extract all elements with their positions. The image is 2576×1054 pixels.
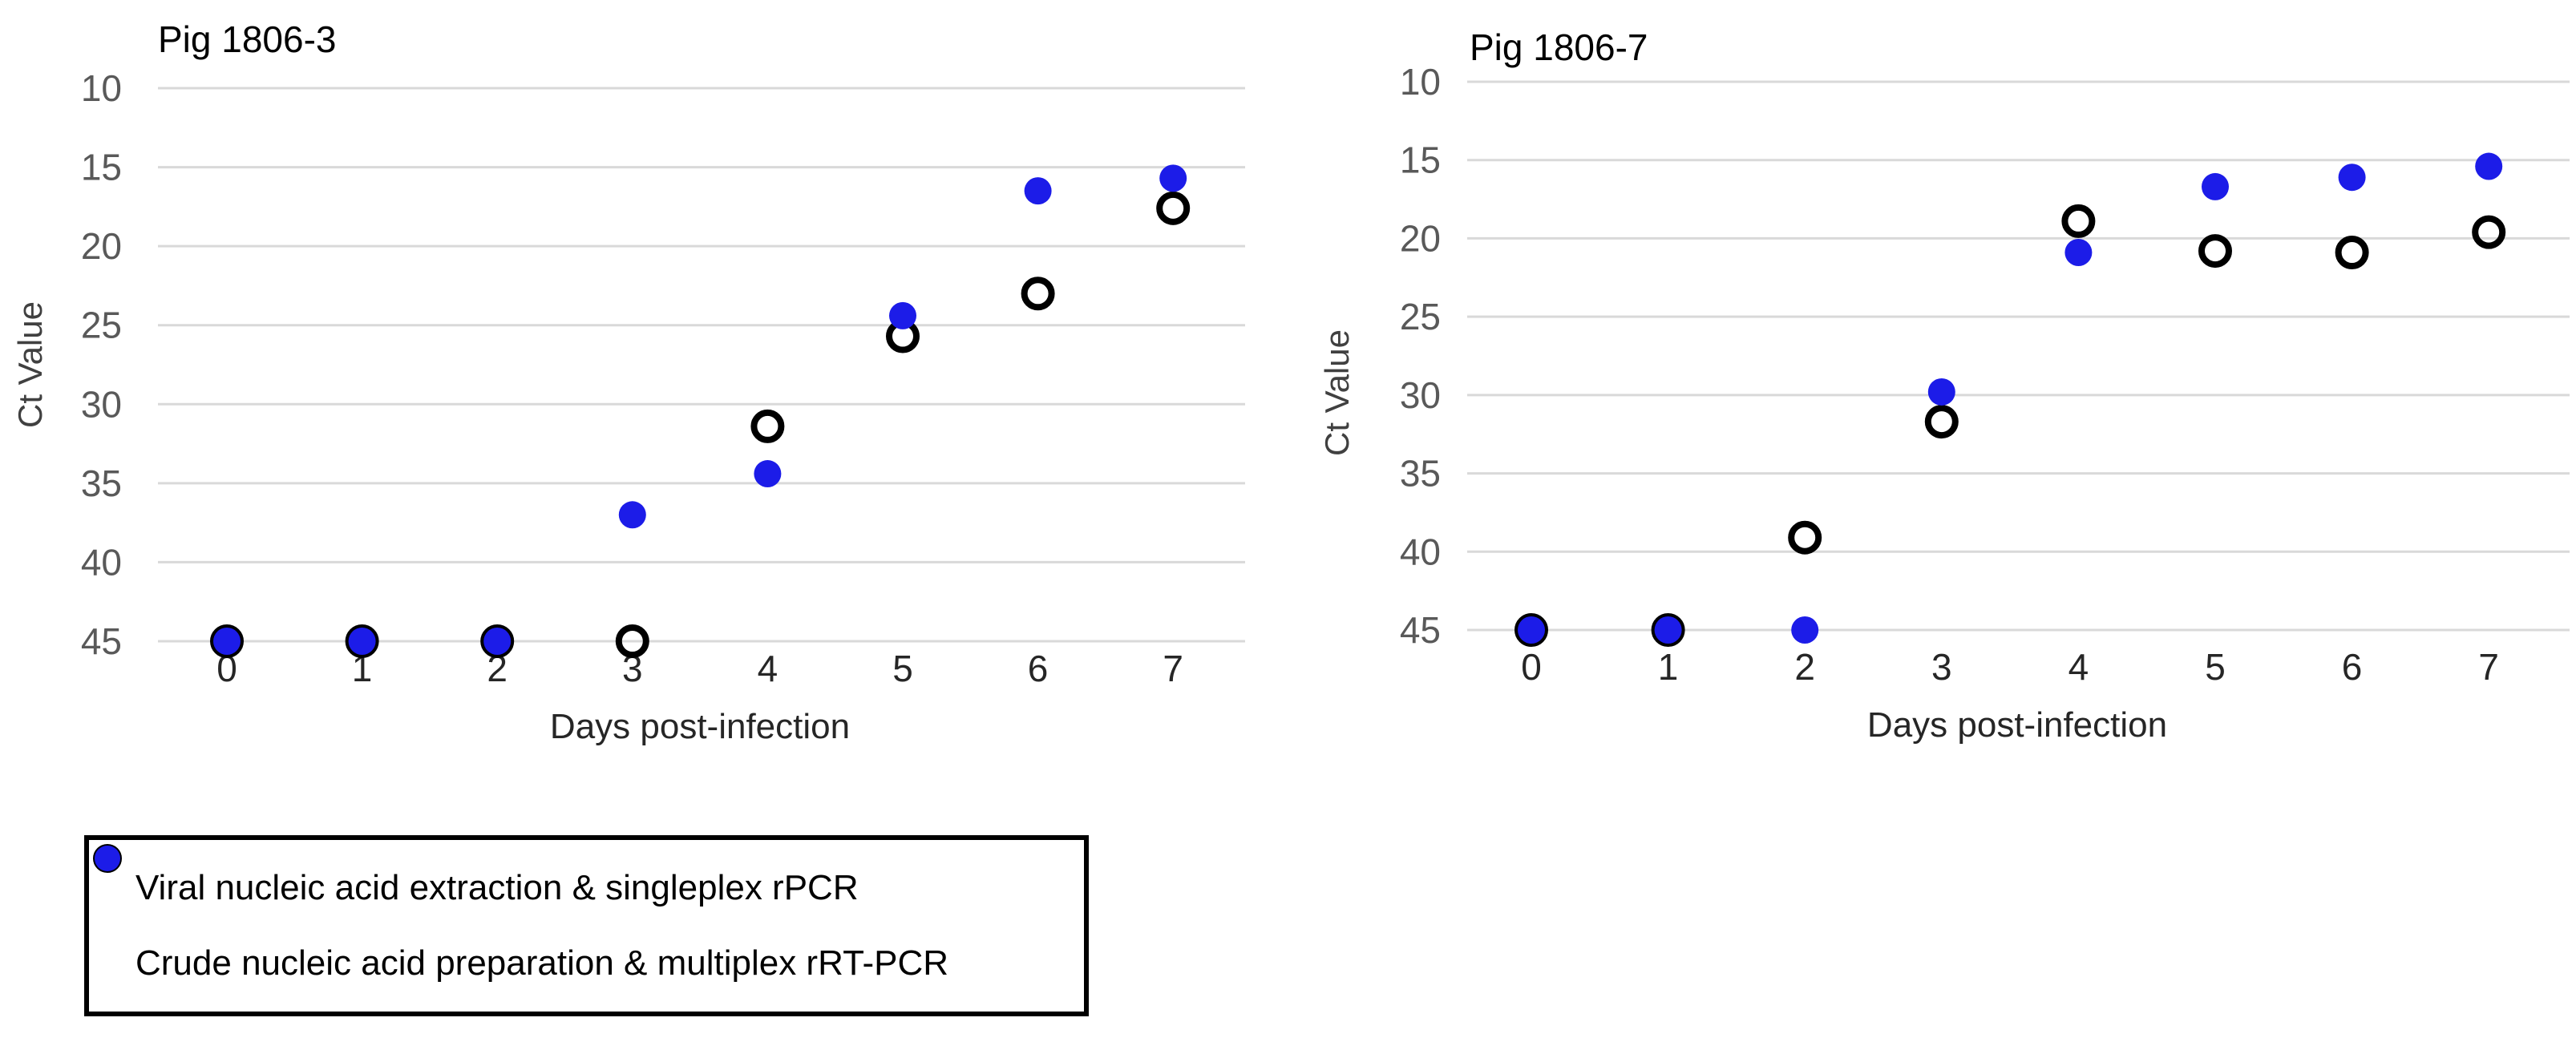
y-tick-label-25: 25: [81, 305, 122, 346]
x-tick-label-5: 5: [892, 648, 913, 689]
data-point-blue-day6: [2338, 164, 2366, 192]
y-tick-label-40: 40: [1400, 531, 1441, 572]
data-point-blue-day6: [1024, 177, 1052, 205]
y-tick-label-15: 15: [1400, 139, 1441, 181]
data-point-blue-day3: [618, 501, 646, 529]
x-tick-label-1: 1: [1658, 646, 1679, 688]
x-tick-label-6: 6: [2342, 646, 2363, 688]
x-axis-title-left: Days post-infection: [549, 707, 851, 746]
data-point-blue-day1: [348, 628, 376, 655]
y-tick-label-35: 35: [81, 462, 122, 504]
x-tick-label-7: 7: [2478, 646, 2499, 688]
y-axis-title-left: Ct Value: [11, 301, 49, 428]
chart-title-pig-1806-3: Pig 1806-3: [158, 18, 337, 60]
x-tick-label-4: 4: [2068, 646, 2089, 688]
y-tick-label-20: 20: [1400, 217, 1441, 259]
data-point-open-day4: [750, 409, 785, 443]
data-point-blue-day3: [1927, 378, 1955, 406]
x-tick-label-3: 3: [1931, 646, 1952, 688]
x-tick-label-4: 4: [758, 648, 778, 689]
x-tick-label-0: 0: [1521, 646, 1542, 688]
data-point-open-day5: [2198, 234, 2232, 269]
y-axis-title-right: Ct Value: [1318, 329, 1356, 456]
y-tick-label-45: 45: [1400, 609, 1441, 651]
x-axis-title-right: Days post-infection: [1866, 705, 2168, 745]
data-point-open-day4: [2061, 204, 2096, 238]
filled-circle-icon: [95, 846, 120, 871]
legend-item-singleplex: Viral nucleic acid extraction & singlepl…: [93, 844, 1084, 913]
data-point-blue-day1: [1654, 616, 1682, 644]
y-tick-label-35: 35: [1400, 453, 1441, 495]
y-tick-label-45: 45: [81, 620, 122, 662]
y-tick-label-25: 25: [1400, 296, 1441, 337]
data-point-blue-day5: [889, 301, 916, 329]
legend: Viral nucleic acid extraction & singlepl…: [84, 835, 1089, 1016]
x-tick-label-7: 7: [1163, 648, 1183, 689]
y-tick-label-20: 20: [81, 225, 122, 267]
y-tick-label-30: 30: [81, 383, 122, 425]
data-point-open-day7: [1156, 191, 1191, 225]
x-tick-label-5: 5: [2205, 646, 2226, 688]
data-point-blue-day4: [754, 460, 782, 488]
data-point-open-day7: [2472, 215, 2506, 249]
data-point-blue-day7: [2475, 152, 2503, 180]
data-point-open-day6: [2335, 236, 2369, 270]
y-tick-label-10: 10: [81, 67, 122, 109]
data-point-open-day6: [1021, 277, 1055, 311]
data-point-blue-day0: [213, 628, 241, 655]
legend-label-multiplex: Crude nucleic acid preparation & multipl…: [135, 943, 949, 983]
data-point-blue-day0: [1518, 616, 1545, 644]
data-point-open-day3: [1924, 405, 1959, 439]
data-point-open-day2: [1788, 520, 1822, 555]
data-point-blue-day7: [1159, 164, 1187, 192]
chart-title-pig-1806-7: Pig 1806-7: [1470, 26, 1648, 68]
data-point-blue-day5: [2202, 172, 2229, 200]
data-point-blue-day4: [2064, 239, 2093, 267]
y-tick-label-30: 30: [1400, 374, 1441, 416]
y-tick-label-40: 40: [81, 541, 122, 583]
data-point-open-day3: [615, 624, 649, 658]
data-point-blue-day2: [483, 628, 512, 655]
legend-item-multiplex: Crude nucleic acid preparation & multipl…: [95, 846, 1084, 988]
x-tick-label-6: 6: [1028, 648, 1049, 689]
x-tick-label-2: 2: [1794, 646, 1815, 688]
y-tick-label-15: 15: [81, 147, 122, 188]
data-point-blue-day2: [1791, 616, 1819, 644]
legend-label-singleplex: Viral nucleic acid extraction & singlepl…: [135, 868, 859, 907]
y-tick-label-10: 10: [1400, 61, 1441, 103]
